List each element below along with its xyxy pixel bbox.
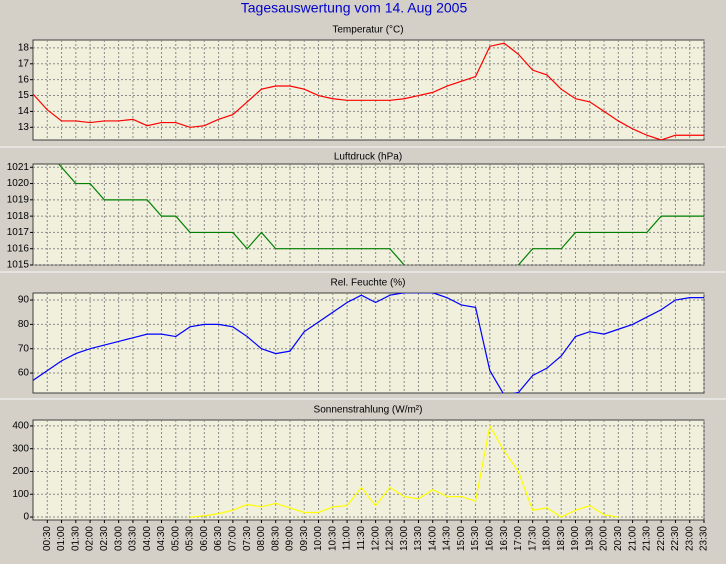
x-tick-label: 13:30 [413,526,424,551]
y-tick-label: 200 [12,466,29,477]
data-line [33,293,704,393]
x-tick-label: 21:00 [627,526,638,551]
y-tick-label: 1020 [7,178,30,189]
x-tick-label: 01:00 [56,526,67,551]
panel-title: Temperatur (°C) [332,25,403,36]
x-tick-label: 05:30 [185,526,196,551]
y-tick-label: 70 [18,343,30,354]
x-tick-label: 22:30 [670,526,681,551]
y-tick-label: 1018 [7,211,30,222]
y-tick-label: 1017 [7,227,30,238]
x-tick-label: 02:30 [99,526,110,551]
y-tick-label: 17 [18,58,30,69]
x-tick-label: 12:30 [385,526,396,551]
x-tick-label: 07:30 [242,526,253,551]
x-tick-label: 23:00 [684,526,695,551]
x-tick-label: 23:30 [699,526,710,551]
x-tick-label: 06:30 [213,526,224,551]
x-tick-label: 20:00 [599,526,610,551]
y-tick-label: 300 [12,443,29,454]
plot-area [32,292,705,394]
x-tick-label: 17:30 [527,526,538,551]
x-tick-label: 06:00 [199,526,210,551]
y-tick-label: 18 [18,43,30,54]
x-tick-label: 11:30 [356,526,367,551]
panel-title: Sonnenstrahlung (W/m²) [314,405,423,416]
y-tick-label: 400 [12,421,29,432]
y-tick-label: 0 [23,512,29,523]
x-tick-label: 07:00 [228,526,239,551]
y-tick-label: 100 [12,489,29,500]
plot-area [32,419,705,521]
y-tick-label: 80 [18,319,30,330]
x-tick-label: 19:30 [584,526,595,551]
data-line [33,42,704,140]
x-tick-label: 20:30 [613,526,624,551]
x-tick-label: 22:00 [656,526,667,551]
x-tick-label: 01:30 [70,526,81,551]
x-tick-label: 08:30 [270,526,281,551]
x-tick-label: 19:00 [570,526,581,551]
x-tick-label: 16:30 [499,526,510,551]
x-tick-label: 00:30 [42,526,53,551]
x-tick-label: 09:00 [285,526,296,551]
x-tick-label: 13:00 [399,526,410,551]
panel-title: Luftdruck (hPa) [334,152,402,163]
x-tick-label: 10:00 [313,526,324,551]
x-tick-label: 18:00 [542,526,553,551]
plot-area [32,39,705,141]
x-tick-label: 03:00 [113,526,124,551]
y-tick-label: 16 [18,74,30,85]
x-tick-label: 16:00 [484,526,495,551]
y-tick-label: 13 [18,122,30,133]
y-tick-label: 1016 [7,243,30,254]
x-tick-label: 15:30 [470,526,481,551]
plot-area [32,163,705,266]
panel-title: Rel. Feuchte (%) [330,278,405,289]
x-tick-label: 05:00 [170,526,181,551]
x-tick-label: 12:00 [370,526,381,551]
x-tick-label: 03:30 [128,526,139,551]
x-tick-label: 11:00 [342,526,353,551]
x-tick-label: 18:30 [556,526,567,551]
x-tick-label: 02:00 [85,526,96,551]
x-tick-label: 08:00 [256,526,267,551]
y-tick-label: 14 [18,106,30,117]
x-tick-label: 04:00 [142,526,153,551]
data-line [57,164,704,265]
x-tick-label: 17:00 [513,526,524,551]
page-title: Tagesauswertung vom 14. Aug 2005 [241,0,468,16]
x-tick-label: 10:30 [327,526,338,551]
y-tick-label: 1021 [7,162,30,173]
y-tick-label: 90 [18,295,30,306]
x-tick-label: 21:30 [642,526,653,551]
x-tick-label: 14:00 [427,526,438,551]
data-line [189,424,619,518]
y-tick-label: 1015 [7,260,30,271]
x-tick-label: 15:00 [456,526,467,551]
y-tick-label: 60 [18,368,30,379]
x-tick-label: 14:30 [442,526,453,551]
y-tick-label: 1019 [7,194,30,205]
y-tick-label: 15 [18,90,30,101]
x-tick-label: 09:30 [299,526,310,551]
x-tick-label: 04:30 [156,526,167,551]
